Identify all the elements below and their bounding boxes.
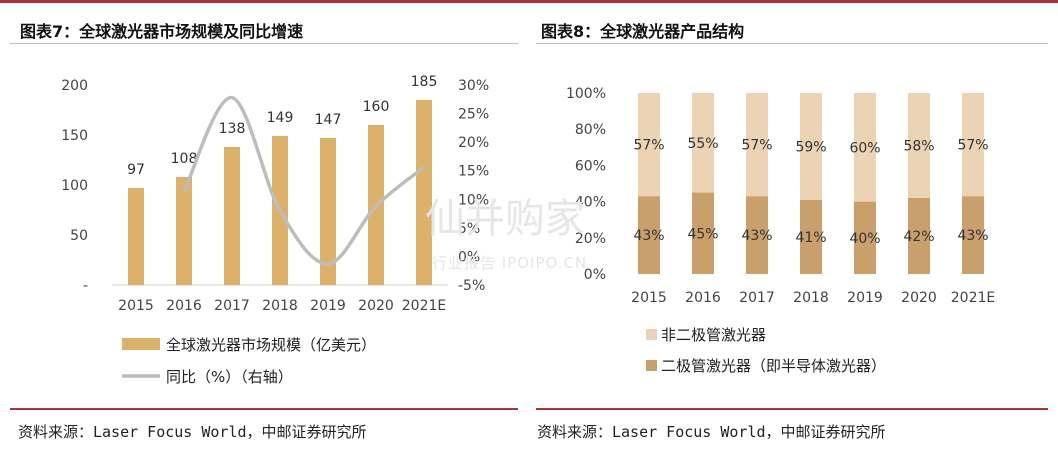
chart8-bar-non-diode — [638, 93, 660, 197]
chart7-y-right-tick: 20% — [458, 135, 489, 151]
chart8-plot: 0% 20% 40% 60% 80% 100% 43% 57% 2015 45% 55% 2016 43… — [566, 86, 995, 375]
chart7-y-left-tick: 50 — [70, 228, 88, 244]
chart7-source: 资料来源：Laser Focus World，中邮证券研究所 — [18, 423, 367, 441]
chart8-non-diode-label: 57% — [957, 138, 988, 154]
chart8-bar-non-diode — [800, 93, 822, 200]
chart7-legend-bar-label: 全球激光器市场规模（亿美元） — [166, 336, 376, 354]
chart7-title-rule — [10, 43, 518, 44]
chart7-y-right-tick: 5% — [458, 221, 480, 237]
chart8-diode-label: 43% — [741, 228, 772, 244]
chart8-non-diode-label: 60% — [849, 140, 880, 156]
top-accent-line — [0, 0, 1058, 3]
chart7-bottom-rule — [10, 408, 518, 410]
chart7-data-label: 147 — [315, 112, 342, 128]
chart8-diode-label: 42% — [903, 229, 934, 245]
chart8-bar-diode — [746, 196, 768, 274]
chart8-bar-diode — [692, 192, 714, 274]
chart8-y-tick: 20% — [575, 231, 606, 247]
chart8-non-diode-label: 55% — [687, 136, 718, 152]
chart8-title: 图表8：全球激光器产品结构 — [541, 22, 745, 41]
chart8-legend-diode-swatch — [646, 360, 657, 371]
chart8-y-tick: 0% — [584, 267, 606, 283]
chart7-x-tick: 2020 — [358, 298, 394, 314]
chart7-yoy-line — [182, 95, 426, 266]
chart8-bar-non-diode — [692, 93, 714, 193]
chart8-diode-label: 43% — [633, 228, 664, 244]
chart7-y-left-tick: 150 — [61, 128, 88, 144]
chart7-legend-line-label: 同比（%）（右轴） — [166, 368, 293, 386]
chart7-y-right-tick: 10% — [458, 192, 489, 208]
chart7-legend-bar-swatch — [122, 338, 160, 350]
chart8-bar-non-diode — [746, 93, 768, 197]
chart7-y-right-tick: 30% — [458, 78, 489, 94]
chart7-title: 图表7：全球激光器市场规模及同比增速 — [20, 22, 304, 41]
chart7-y-right-tick: 25% — [458, 107, 489, 123]
watermark: 仙并购家 行业报告 IPOIPO.CN — [425, 196, 587, 272]
chart8-legend-non-diode-label: 非二极管激光器 — [661, 326, 766, 344]
chart8-non-diode-label: 57% — [741, 138, 772, 154]
chart7-bar — [128, 188, 144, 285]
chart7-x-tick: 2018 — [262, 298, 298, 314]
chart7-x-tick: 2016 — [166, 298, 202, 314]
chart8-bar-non-diode — [854, 93, 876, 202]
chart7-bar — [416, 100, 432, 285]
chart8-bar-diode — [638, 196, 660, 274]
chart8-y-tick: 100% — [566, 86, 606, 102]
chart7-bar — [176, 177, 192, 285]
watermark-main: 仙并购家 — [425, 196, 585, 242]
chart8-non-diode-label: 59% — [795, 139, 826, 155]
chart7-bar — [224, 147, 240, 285]
chart7-y-left-tick: 200 — [61, 78, 88, 94]
chart7-data-label: 97 — [127, 162, 145, 178]
chart8-y-tick: 40% — [575, 195, 606, 211]
chart8-legend-non-diode-swatch — [646, 329, 657, 340]
chart7-plot: - 50 100 150 200 -5% 0% 5% 10% 15% 20% 25% 30% 97 2015… — [61, 74, 489, 386]
chart7-y-right-tick: -5% — [458, 278, 485, 294]
chart7-data-label: 160 — [363, 99, 390, 115]
chart8-x-tick: 2015 — [631, 290, 667, 306]
chart7-x-tick: 2021E — [402, 298, 446, 314]
chart8-y-tick: 80% — [575, 122, 606, 138]
chart8-diode-label: 45% — [687, 226, 718, 242]
chart7-x-tick: 2019 — [310, 298, 346, 314]
chart7-x-tick: 2015 — [118, 298, 154, 314]
chart7-y-right-tick: 15% — [458, 164, 489, 180]
chart8-bar-non-diode — [908, 93, 930, 198]
chart8-x-tick: 2017 — [739, 290, 775, 306]
chart8-diode-label: 41% — [795, 230, 826, 246]
chart8-bar-diode — [854, 201, 876, 274]
chart8-bar-non-diode — [962, 93, 984, 197]
chart8-source: 资料来源：Laser Focus World，中邮证券研究所 — [537, 423, 886, 441]
chart8-x-tick: 2016 — [685, 290, 721, 306]
chart8-y-tick: 60% — [575, 158, 606, 174]
watermark-sub: 行业报告 IPOIPO.CN — [432, 254, 587, 272]
chart8-bar-diode — [908, 197, 930, 274]
chart7-bar — [320, 138, 336, 285]
chart8-bar-diode — [962, 196, 984, 274]
chart8-x-tick: 2021E — [951, 290, 995, 306]
chart8-non-diode-label: 58% — [903, 138, 934, 154]
chart7-data-label: 108 — [171, 151, 198, 167]
chart8-bottom-rule — [536, 408, 1048, 410]
chart8-legend-diode-label: 二极管激光器（即半导体激光器） — [661, 357, 886, 375]
chart8-title-rule — [536, 43, 1048, 44]
chart8-bar-diode — [800, 199, 822, 274]
chart7-data-label: 138 — [219, 121, 246, 137]
chart7-data-label: 149 — [267, 110, 294, 126]
chart8-non-diode-label: 57% — [633, 138, 664, 154]
chart8-diode-label: 40% — [849, 231, 880, 247]
chart8-x-tick: 2018 — [793, 290, 829, 306]
chart8-x-tick: 2019 — [847, 290, 883, 306]
chart8-x-tick: 2020 — [901, 290, 937, 306]
chart8-diode-label: 43% — [957, 228, 988, 244]
chart7-y-left-tick: - — [83, 278, 88, 294]
chart7-y-right-tick: 0% — [458, 249, 480, 265]
chart7-x-tick: 2017 — [214, 298, 250, 314]
chart7-y-left-tick: 100 — [61, 178, 88, 194]
chart7-data-label: 185 — [411, 74, 438, 90]
